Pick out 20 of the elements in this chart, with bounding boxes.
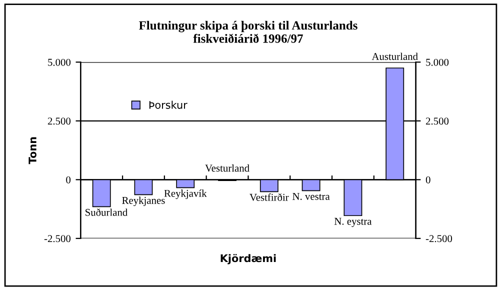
y-tick-label: 2.500 xyxy=(48,118,71,125)
y-tick-label: 0 xyxy=(66,176,71,184)
x-tick-label: Reykjavík xyxy=(164,190,207,200)
legend-label: Þorskur xyxy=(149,100,188,109)
y2-tick-label: -2.500 xyxy=(426,235,452,242)
x-tick-label: Vesturland xyxy=(205,164,250,172)
x-axis-title: Kjördæmi xyxy=(220,254,276,264)
y-tick-label: -2.500 xyxy=(44,235,71,242)
x-tick-label: Suðurland xyxy=(86,208,128,216)
y-tick-label: 5.000 xyxy=(48,58,71,66)
chart-title: Flutningur skipa á þorski til Austurlands fiskveiðiárið 1996/97 xyxy=(138,20,358,43)
y2-tick-label: 5.000 xyxy=(426,58,449,66)
y2-tick-label: 2.500 xyxy=(426,118,449,125)
x-tick-label: Vestfirðir xyxy=(250,193,289,201)
x-tick-label: Austurland xyxy=(372,52,418,60)
y-axis-title: Tonn xyxy=(28,137,36,164)
y2-tick-label: 0 xyxy=(426,176,430,184)
x-tick-label: N. vestra xyxy=(292,192,330,200)
x-tick-label: N. eystra xyxy=(334,218,372,227)
x-tick-label: Reykjanes xyxy=(122,196,165,206)
